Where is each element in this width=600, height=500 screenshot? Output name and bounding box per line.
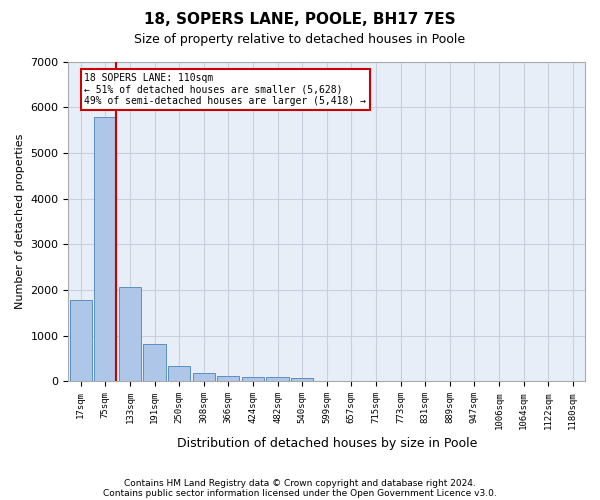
Text: 18 SOPERS LANE: 110sqm
← 51% of detached houses are smaller (5,628)
49% of semi-: 18 SOPERS LANE: 110sqm ← 51% of detached… xyxy=(85,73,367,106)
Bar xyxy=(291,378,313,382)
Bar xyxy=(119,287,141,382)
Text: Size of property relative to detached houses in Poole: Size of property relative to detached ho… xyxy=(134,32,466,46)
Bar xyxy=(168,366,190,382)
Bar xyxy=(143,344,166,382)
Bar xyxy=(94,117,116,382)
Text: 18, SOPERS LANE, POOLE, BH17 7ES: 18, SOPERS LANE, POOLE, BH17 7ES xyxy=(144,12,456,28)
Y-axis label: Number of detached properties: Number of detached properties xyxy=(15,134,25,309)
Text: Contains public sector information licensed under the Open Government Licence v3: Contains public sector information licen… xyxy=(103,488,497,498)
X-axis label: Distribution of detached houses by size in Poole: Distribution of detached houses by size … xyxy=(176,437,477,450)
Bar xyxy=(217,376,239,382)
Bar xyxy=(70,300,92,382)
Bar xyxy=(193,372,215,382)
Bar xyxy=(242,377,264,382)
Text: Contains HM Land Registry data © Crown copyright and database right 2024.: Contains HM Land Registry data © Crown c… xyxy=(124,478,476,488)
Bar xyxy=(266,378,289,382)
